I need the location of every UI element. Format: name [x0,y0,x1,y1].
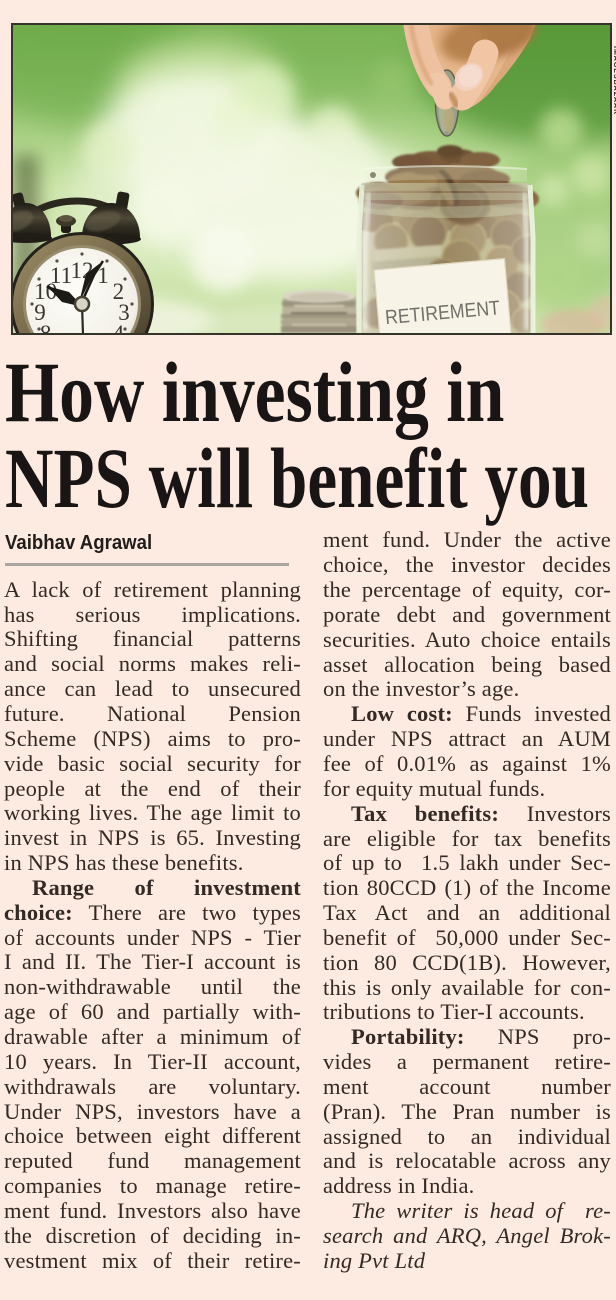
svg-text:3: 3 [118,300,130,325]
svg-text:2: 2 [113,279,125,304]
svg-text:11: 11 [50,263,72,288]
svg-text:4: 4 [113,321,125,333]
svg-text:8: 8 [40,321,52,333]
svg-text:1: 1 [97,263,109,288]
svg-text:10: 10 [34,279,57,304]
svg-text:9: 9 [34,300,46,325]
